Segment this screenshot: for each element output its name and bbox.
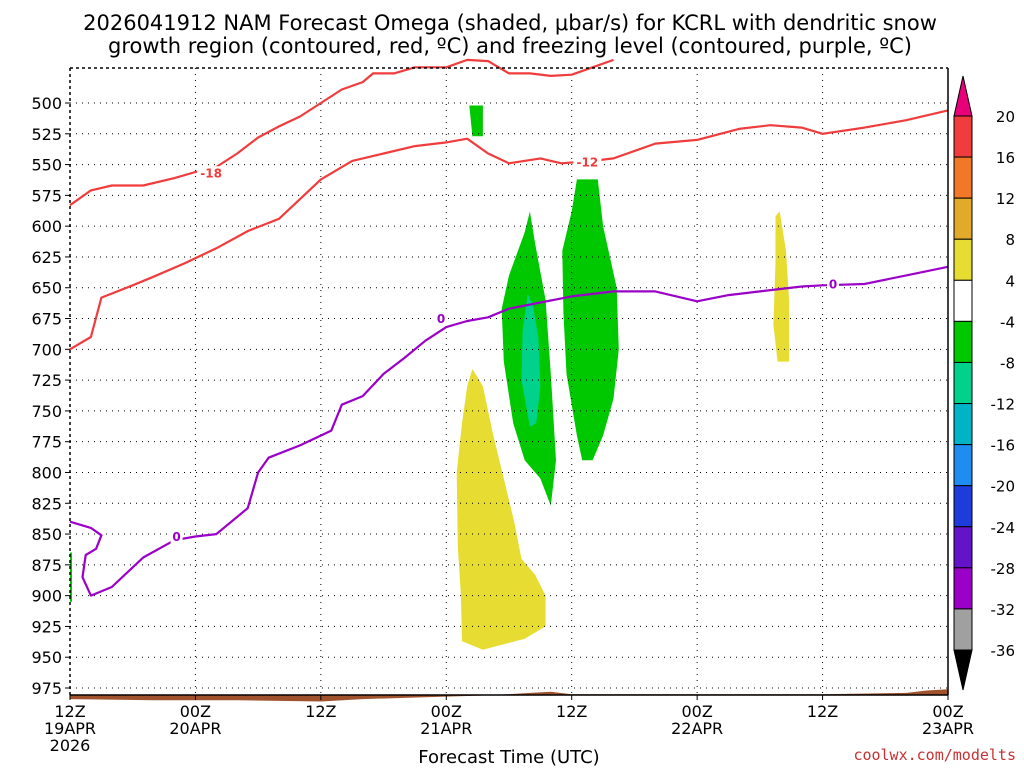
contour-label-bg — [435, 311, 448, 326]
colorbar-label: -28 — [991, 560, 1016, 578]
colorbar-label: -24 — [991, 519, 1016, 537]
y-tick-label: 675 — [31, 310, 62, 329]
colorbar-label: -8 — [1000, 354, 1015, 372]
y-tick-label: 500 — [31, 94, 62, 113]
y-tick-label: 875 — [31, 556, 62, 575]
x-tick-label: 00Z — [681, 702, 712, 721]
contour-label-bg — [197, 166, 226, 181]
contour-label: 0 — [437, 312, 445, 326]
contour-label-bg — [573, 155, 602, 170]
colorbar-box — [953, 485, 973, 528]
credit-text: coolwx.com/modelts — [853, 746, 1016, 764]
contour-line-0 — [69, 265, 949, 597]
x-tick-label: 12Z — [556, 702, 587, 721]
terrain-fill — [70, 689, 948, 702]
colorbar-box — [953, 238, 973, 281]
y-tick-label: 900 — [31, 587, 62, 606]
y-tick-label: 800 — [31, 463, 62, 482]
y-tick-label: 775 — [31, 433, 62, 452]
x-tick-label: 00Z — [180, 702, 211, 721]
x-tick-label: 00Z — [431, 702, 462, 721]
y-tick-label: 650 — [31, 279, 62, 298]
colorbar-box — [953, 115, 973, 158]
x-tick-label: 19APR — [44, 719, 96, 738]
contour-label: 0 — [172, 530, 180, 544]
x-tick-label: 00Z — [932, 702, 963, 721]
x-tick-label: 22APR — [671, 719, 723, 738]
chart-title-line1: 2026041912 NAM Forecast Omega (shaded, μ… — [83, 11, 937, 35]
colorbar-box — [953, 567, 973, 610]
y-tick-label: 925 — [31, 617, 62, 636]
colorbar-box — [953, 279, 973, 322]
y-tick-label: 750 — [31, 402, 62, 421]
x-tick-label: 12Z — [305, 702, 336, 721]
plot-frame — [69, 67, 949, 696]
colorbar-label: 12 — [996, 190, 1015, 208]
colorbar-box — [953, 156, 973, 199]
y-tick-label: 525 — [31, 125, 62, 144]
contour-line--12 — [69, 109, 949, 351]
colorbar-box — [953, 320, 973, 363]
colorbar-label: -4 — [1000, 313, 1015, 331]
colorbar-label: -36 — [991, 642, 1016, 660]
x-tick-label: 12Z — [807, 702, 838, 721]
y-tick-label: 625 — [31, 248, 62, 267]
colorbar-label: 8 — [1005, 231, 1015, 249]
omega-shaded-region-edge — [70, 552, 72, 602]
x-tick-label: 20APR — [169, 719, 221, 738]
x-tick-label: 21APR — [420, 719, 472, 738]
omega-shaded-region — [456, 369, 546, 650]
terrain-area — [70, 689, 948, 702]
x-tick-label: 12Z — [54, 702, 85, 721]
colorbar-label: 16 — [996, 149, 1015, 167]
colorbar-box — [953, 526, 973, 569]
contour-label: 0 — [829, 278, 837, 292]
y-tick-label: 700 — [31, 340, 62, 359]
colorbar-box — [953, 608, 973, 651]
colorbar-label: -16 — [991, 437, 1016, 455]
omega-shaded-region — [521, 293, 541, 427]
colorbar: 20 16 12 8 4 -4 -8 -12 -16 -20 -24 -28 -32 -36 — [953, 75, 1016, 691]
colorbar-label: 20 — [996, 108, 1015, 126]
colorbar-label: -32 — [991, 601, 1016, 619]
contour-line--18 — [69, 58, 614, 207]
y-tick-label: 575 — [31, 186, 62, 205]
colorbar-label: -20 — [991, 478, 1016, 496]
y-tick-label: 725 — [31, 371, 62, 390]
colorbar-bottom-arrow — [953, 649, 973, 691]
x-tick-label: 2026 — [50, 736, 91, 755]
colorbar-box — [953, 197, 973, 240]
contour-label-bg — [170, 529, 183, 544]
contour-label: -12 — [577, 156, 599, 170]
colorbar-label: -12 — [991, 396, 1016, 414]
y-tick-label: 600 — [31, 217, 62, 236]
x-axis-label: Forecast Time (UTC) — [418, 747, 599, 768]
omega-shaded-region — [773, 211, 790, 362]
chart-title-line2: growth region (contoured, red, ºC) and f… — [108, 34, 912, 58]
y-tick-label: 950 — [31, 648, 62, 667]
colorbar-top-arrow — [953, 75, 973, 117]
contours: -18 -12 0 0 0 — [69, 58, 949, 597]
y-tick-label: 550 — [31, 156, 62, 175]
y-tick-label: 825 — [31, 494, 62, 513]
omega-shading — [70, 105, 790, 650]
colorbar-box — [953, 444, 973, 487]
colorbar-box — [953, 361, 973, 405]
y-tick-label: 850 — [31, 525, 62, 544]
contour-label-bg — [827, 277, 840, 292]
contour-label: -18 — [200, 167, 222, 181]
y-tick-label: 975 — [31, 679, 62, 698]
y-axis-ticks: 500 525 550 575 600 625 650 675 700 725 750 775 800 8… — [31, 94, 70, 698]
colorbar-label: 4 — [1005, 272, 1015, 290]
colorbar-box — [953, 403, 973, 446]
x-tick-label: 23APR — [922, 719, 974, 738]
omega-shaded-region — [469, 105, 483, 137]
omega-shaded-region — [562, 179, 619, 461]
